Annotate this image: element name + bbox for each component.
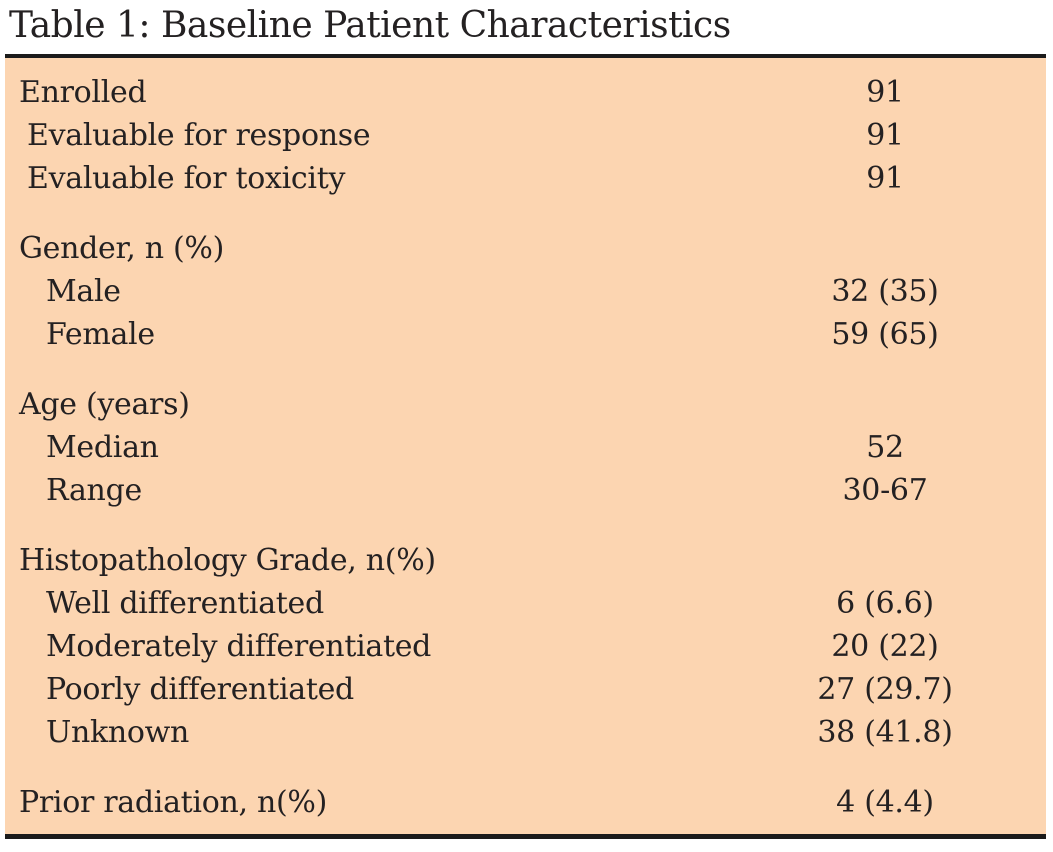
row-prior-radiation: Prior radiation, n(%) 4 (4.4) (5, 781, 1046, 824)
row-value: 4 (4.4) (836, 785, 934, 820)
row-label: Male (46, 274, 121, 309)
row-evaluable-toxicity: Evaluable for toxicity 91 (5, 157, 1046, 200)
row-label: Evaluable for response (27, 118, 371, 153)
row-label: Gender, n (%) (19, 231, 224, 266)
row-age-median: Median 52 (5, 426, 1046, 469)
row-enrolled: Enrolled 91 (5, 71, 1046, 114)
row-label: Evaluable for toxicity (27, 161, 346, 196)
row-label: Enrolled (19, 75, 147, 110)
row-female: Female 59 (65) (5, 313, 1046, 356)
row-age-header: Age (years) (5, 383, 1046, 426)
row-value: 91 (866, 75, 904, 110)
row-value: 32 (35) (831, 274, 939, 309)
row-label: Range (46, 473, 142, 508)
row-value: 91 (866, 118, 904, 153)
row-label: Well differentiated (46, 586, 324, 621)
row-value: 6 (6.6) (836, 586, 934, 621)
row-well-differentiated: Well differentiated 6 (6.6) (5, 582, 1046, 625)
page-title: Table 1: Baseline Patient Characteristic… (9, 5, 731, 46)
row-value: 20 (22) (831, 629, 939, 664)
row-label: Histopathology Grade, n(%) (19, 543, 436, 578)
row-value: 38 (41.8) (817, 715, 953, 750)
row-value: 59 (65) (831, 317, 939, 352)
row-label: Female (46, 317, 155, 352)
row-label: Poorly differentiated (46, 672, 354, 707)
row-value: 27 (29.7) (817, 672, 953, 707)
paper-table-page: Table 1: Baseline Patient Characteristic… (0, 5, 1053, 852)
prior-radiation-section: Prior radiation, n(%) 4 (4.4) (5, 781, 1046, 824)
row-label: Age (years) (19, 387, 190, 422)
row-histopathology-header: Histopathology Grade, n(%) (5, 539, 1046, 582)
row-male: Male 32 (35) (5, 270, 1046, 313)
baseline-characteristics-table: Enrolled 91 Evaluable for response 91 Ev… (5, 54, 1046, 839)
row-poorly-differentiated: Poorly differentiated 27 (29.7) (5, 668, 1046, 711)
row-moderately-differentiated: Moderately differentiated 20 (22) (5, 625, 1046, 668)
row-evaluable-response: Evaluable for response 91 (5, 114, 1046, 157)
row-value: 52 (866, 430, 904, 465)
enrollment-section: Enrolled 91 Evaluable for response 91 Ev… (5, 71, 1046, 200)
row-unknown-grade: Unknown 38 (41.8) (5, 711, 1046, 754)
row-label: Unknown (46, 715, 190, 750)
row-value: 91 (866, 161, 904, 196)
row-label: Median (46, 430, 159, 465)
gender-section: Gender, n (%) Male 32 (35) Female 59 (65… (5, 227, 1046, 356)
row-value: 30-67 (842, 473, 928, 508)
row-label: Prior radiation, n(%) (19, 785, 328, 820)
row-gender-header: Gender, n (%) (5, 227, 1046, 270)
age-section: Age (years) Median 52 Range 30-67 (5, 383, 1046, 512)
row-age-range: Range 30-67 (5, 469, 1046, 512)
row-label: Moderately differentiated (46, 629, 432, 664)
histopathology-section: Histopathology Grade, n(%) Well differen… (5, 539, 1046, 754)
